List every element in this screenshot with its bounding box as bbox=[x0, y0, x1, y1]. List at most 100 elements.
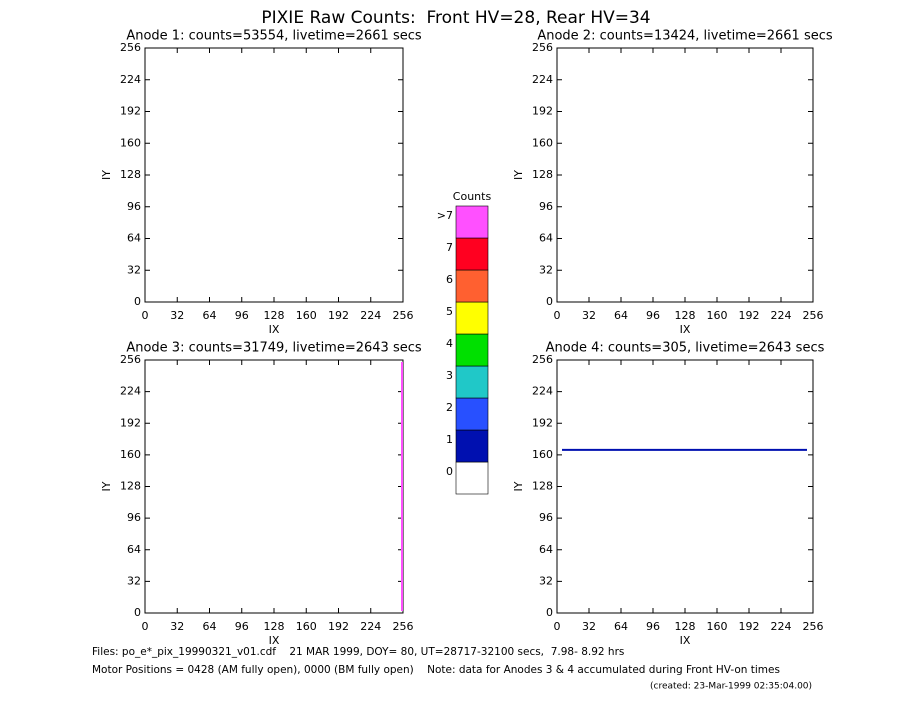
x-tick-label: 224 bbox=[771, 309, 792, 322]
panel-title: Anode 4: counts=305, livetime=2643 secs bbox=[546, 341, 825, 356]
colorbar-label: 1 bbox=[446, 433, 453, 446]
colorbar-title: Counts bbox=[453, 190, 492, 203]
y-tick-label: 160 bbox=[532, 136, 553, 149]
x-axis-label: IX bbox=[680, 634, 691, 647]
y-tick-label: 160 bbox=[120, 136, 141, 149]
x-axis-label: IX bbox=[680, 323, 691, 336]
x-tick-label: 256 bbox=[393, 620, 414, 633]
colorbar-swatch bbox=[455, 429, 489, 463]
y-tick-label: 192 bbox=[532, 416, 553, 429]
y-tick-label: 0 bbox=[134, 606, 141, 619]
y-tick-label: 256 bbox=[120, 41, 141, 54]
y-tick-label: 160 bbox=[120, 448, 141, 461]
y-axis-label: IY bbox=[100, 481, 113, 491]
x-tick-label: 128 bbox=[675, 620, 696, 633]
x-tick-label: 32 bbox=[582, 620, 596, 633]
plot-area bbox=[144, 47, 404, 303]
x-tick-label: 224 bbox=[360, 309, 381, 322]
x-tick-label: 192 bbox=[739, 620, 760, 633]
colorbar-label: 7 bbox=[446, 241, 453, 254]
y-tick-label: 192 bbox=[120, 416, 141, 429]
y-tick-label: 96 bbox=[127, 511, 141, 524]
x-tick-label: 160 bbox=[707, 620, 728, 633]
y-tick-label: 128 bbox=[532, 480, 553, 493]
y-tick-label: 64 bbox=[539, 543, 553, 556]
x-tick-label: 0 bbox=[142, 309, 149, 322]
x-tick-label: 160 bbox=[296, 309, 317, 322]
plot-area bbox=[556, 359, 814, 614]
y-axis-label: IY bbox=[512, 170, 525, 180]
colorbar-label: 3 bbox=[446, 369, 453, 382]
colorbar-swatch bbox=[455, 301, 489, 335]
colorbar-swatch bbox=[455, 397, 489, 431]
y-tick-label: 64 bbox=[127, 543, 141, 556]
colorbar-swatch bbox=[455, 333, 489, 367]
x-axis-label: IX bbox=[269, 634, 280, 647]
x-tick-label: 0 bbox=[554, 309, 561, 322]
y-tick-label: 224 bbox=[120, 73, 141, 86]
x-tick-label: 192 bbox=[328, 620, 349, 633]
x-tick-label: 96 bbox=[646, 309, 660, 322]
x-tick-label: 128 bbox=[264, 309, 285, 322]
colorbar-swatch bbox=[455, 237, 489, 271]
x-tick-label: 32 bbox=[582, 309, 596, 322]
colorbar-label: >7 bbox=[437, 209, 453, 222]
colorbar-label: 0 bbox=[446, 465, 453, 478]
x-axis-label: IX bbox=[269, 323, 280, 336]
y-tick-label: 160 bbox=[532, 448, 553, 461]
colorbar-label: 5 bbox=[446, 305, 453, 318]
x-tick-label: 224 bbox=[771, 620, 792, 633]
x-tick-label: 32 bbox=[170, 620, 184, 633]
x-tick-label: 0 bbox=[142, 620, 149, 633]
y-tick-label: 0 bbox=[546, 295, 553, 308]
y-tick-label: 64 bbox=[127, 232, 141, 245]
x-tick-label: 64 bbox=[203, 620, 217, 633]
panel-title: Anode 1: counts=53554, livetime=2661 sec… bbox=[126, 29, 422, 44]
x-tick-label: 96 bbox=[646, 620, 660, 633]
y-tick-label: 32 bbox=[127, 263, 141, 276]
x-tick-label: 192 bbox=[328, 309, 349, 322]
x-tick-label: 128 bbox=[675, 309, 696, 322]
y-axis-label: IY bbox=[100, 170, 113, 180]
y-tick-label: 128 bbox=[532, 168, 553, 181]
colorbar-swatch bbox=[455, 205, 489, 239]
colorbar-label: 4 bbox=[446, 337, 453, 350]
panel-title: Anode 2: counts=13424, livetime=2661 sec… bbox=[537, 29, 833, 44]
panel-title: Anode 3: counts=31749, livetime=2643 sec… bbox=[126, 341, 422, 356]
x-tick-label: 96 bbox=[235, 620, 249, 633]
footer-note: (created: 23-Mar-1999 02:35:04.00) bbox=[650, 682, 812, 692]
y-tick-label: 0 bbox=[546, 606, 553, 619]
colorbar-swatch bbox=[455, 461, 489, 495]
y-tick-label: 96 bbox=[127, 200, 141, 213]
y-tick-label: 256 bbox=[532, 41, 553, 54]
x-tick-label: 224 bbox=[360, 620, 381, 633]
y-tick-label: 256 bbox=[532, 353, 553, 366]
y-tick-label: 192 bbox=[120, 105, 141, 118]
x-tick-label: 64 bbox=[614, 309, 628, 322]
colorbar-label: 6 bbox=[446, 273, 453, 286]
y-tick-label: 64 bbox=[539, 232, 553, 245]
plot-area bbox=[144, 359, 404, 614]
x-tick-label: 64 bbox=[203, 309, 217, 322]
y-tick-label: 96 bbox=[539, 200, 553, 213]
colorbar-label: 2 bbox=[446, 401, 453, 414]
x-tick-label: 256 bbox=[393, 309, 414, 322]
x-tick-label: 32 bbox=[170, 309, 184, 322]
x-tick-label: 96 bbox=[235, 309, 249, 322]
y-tick-label: 96 bbox=[539, 511, 553, 524]
colorbar-swatch bbox=[455, 269, 489, 303]
figure-title: PIXIE Raw Counts: Front HV=28, Rear HV=3… bbox=[261, 8, 650, 28]
y-tick-label: 224 bbox=[532, 73, 553, 86]
y-axis-label: IY bbox=[512, 481, 525, 491]
y-tick-label: 224 bbox=[120, 385, 141, 398]
footer-line: Files: po_e*_pix_19990321_v01.cdf 21 MAR… bbox=[92, 646, 624, 658]
x-tick-label: 64 bbox=[614, 620, 628, 633]
y-tick-label: 128 bbox=[120, 480, 141, 493]
y-tick-label: 128 bbox=[120, 168, 141, 181]
x-tick-label: 256 bbox=[803, 620, 824, 633]
x-tick-label: 160 bbox=[707, 309, 728, 322]
y-tick-label: 224 bbox=[532, 385, 553, 398]
x-tick-label: 128 bbox=[264, 620, 285, 633]
x-tick-label: 192 bbox=[739, 309, 760, 322]
x-tick-label: 0 bbox=[554, 620, 561, 633]
